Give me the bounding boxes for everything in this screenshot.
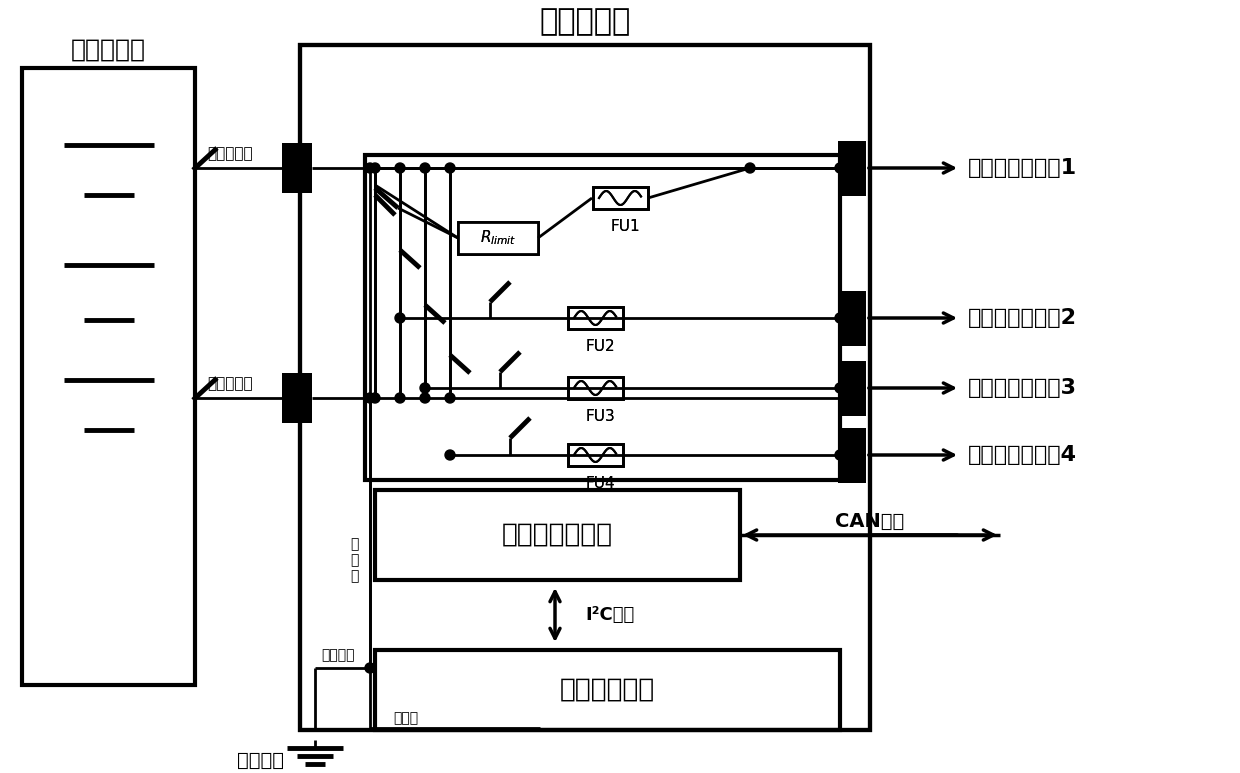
- Bar: [838, 361, 866, 416]
- Text: 绝缘监测装置: 绝缘监测装置: [559, 677, 655, 703]
- Text: 至高压直流负载3: 至高压直流负载3: [968, 378, 1078, 398]
- Circle shape: [445, 393, 455, 403]
- Circle shape: [365, 393, 374, 403]
- Text: 正母线输入: 正母线输入: [207, 147, 253, 162]
- Circle shape: [396, 163, 405, 173]
- Bar: [374, 490, 740, 580]
- Text: FU3: FU3: [585, 408, 615, 424]
- Bar: [593, 187, 649, 209]
- Text: 正
母
线: 正 母 线: [350, 536, 358, 583]
- Bar: [365, 155, 839, 480]
- Text: FU4: FU4: [585, 475, 615, 491]
- Bar: [281, 373, 312, 423]
- Circle shape: [420, 163, 430, 173]
- Circle shape: [835, 383, 844, 393]
- Bar: [281, 143, 312, 193]
- Circle shape: [370, 163, 379, 173]
- Circle shape: [445, 163, 455, 173]
- Circle shape: [396, 393, 405, 403]
- Text: FU3: FU3: [585, 408, 615, 424]
- Circle shape: [370, 393, 379, 403]
- Text: FU1: FU1: [610, 219, 640, 233]
- Circle shape: [835, 450, 844, 460]
- Text: FU1: FU1: [610, 219, 640, 233]
- Circle shape: [396, 313, 405, 323]
- Text: FU2: FU2: [585, 339, 615, 353]
- Text: $R_{limit}$: $R_{limit}$: [480, 229, 516, 247]
- Text: 车体机壳: 车体机壳: [237, 751, 284, 769]
- Text: 至高压直流负载2: 至高压直流负载2: [968, 308, 1078, 328]
- Bar: [568, 377, 622, 399]
- Circle shape: [445, 450, 455, 460]
- Text: FU2: FU2: [585, 339, 615, 353]
- Bar: [568, 307, 622, 329]
- Text: 至高压直流负载1: 至高压直流负载1: [968, 158, 1078, 178]
- Text: 车体机壳: 车体机壳: [321, 648, 355, 662]
- Bar: [374, 650, 839, 730]
- Bar: [22, 68, 195, 685]
- Circle shape: [365, 663, 374, 673]
- Bar: [568, 444, 622, 466]
- Bar: [838, 141, 866, 196]
- Bar: [458, 222, 538, 254]
- Bar: [593, 187, 649, 209]
- Text: 高压配电盒: 高压配电盒: [539, 8, 631, 36]
- Circle shape: [835, 163, 844, 173]
- Circle shape: [420, 393, 430, 403]
- Circle shape: [420, 383, 430, 393]
- Text: 负母线输入: 负母线输入: [207, 376, 253, 391]
- Circle shape: [835, 313, 844, 323]
- Bar: [300, 45, 870, 730]
- Text: 高压配电控制器: 高压配电控制器: [501, 522, 613, 548]
- Text: CAN总线: CAN总线: [836, 512, 905, 530]
- Text: FU4: FU4: [585, 475, 615, 491]
- Bar: [838, 291, 866, 346]
- Bar: [568, 307, 622, 329]
- Circle shape: [745, 163, 755, 173]
- Bar: [568, 377, 622, 399]
- Text: 至高压直流负载4: 至高压直流负载4: [968, 445, 1078, 465]
- Circle shape: [365, 163, 374, 173]
- Text: 负母线: 负母线: [393, 711, 418, 725]
- Bar: [300, 45, 870, 730]
- Bar: [458, 222, 538, 254]
- Text: $R_{limit}$: $R_{limit}$: [480, 229, 516, 247]
- Bar: [568, 444, 622, 466]
- Text: 高压电池组: 高压电池组: [71, 38, 145, 62]
- Bar: [838, 428, 866, 483]
- Text: I²C总线: I²C总线: [585, 606, 634, 624]
